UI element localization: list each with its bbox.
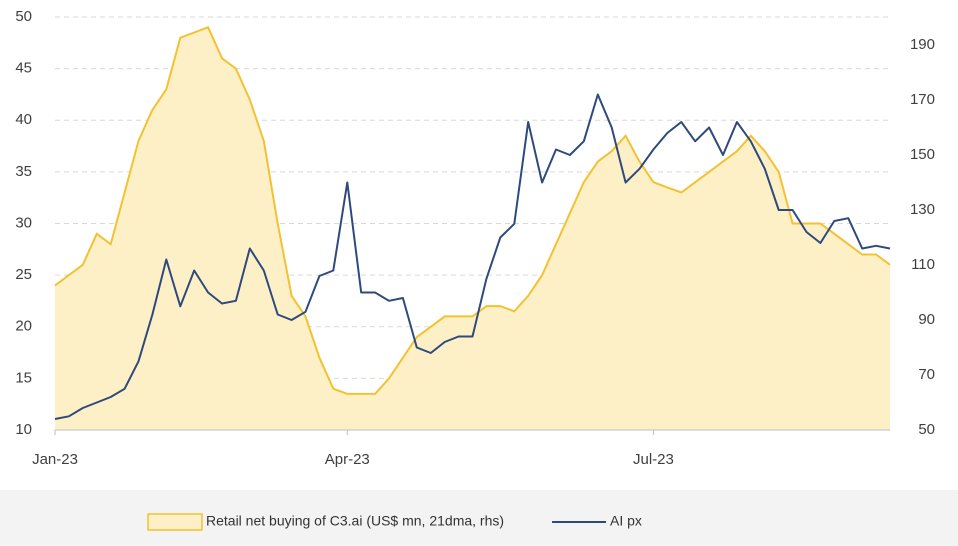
legend-label: Retail net buying of C3.ai (US$ mn, 21dm… bbox=[206, 513, 504, 529]
y2-tick-label: 50 bbox=[918, 421, 935, 438]
y-tick-label: 50 bbox=[15, 8, 32, 25]
y2-tick-label: 150 bbox=[910, 146, 935, 163]
y-tick-label: 15 bbox=[15, 369, 32, 386]
y-tick-label: 40 bbox=[15, 111, 32, 128]
legend-swatch bbox=[147, 513, 203, 531]
y-tick-label: 45 bbox=[15, 60, 32, 77]
y2-tick-label: 170 bbox=[910, 91, 935, 108]
y-tick-label: 25 bbox=[15, 266, 32, 283]
y2-tick-label: 190 bbox=[910, 36, 935, 53]
x-tick-label: Jul-23 bbox=[633, 451, 674, 468]
y-tick-label: 10 bbox=[15, 421, 32, 438]
x-tick-label: Apr-23 bbox=[325, 451, 370, 468]
area bbox=[55, 27, 890, 431]
y2-tick-label: 70 bbox=[918, 366, 935, 383]
y-tick-label: 30 bbox=[15, 214, 32, 231]
x-tick-label: Jan-23 bbox=[32, 451, 78, 468]
y2-tick-label: 130 bbox=[910, 201, 935, 218]
line bbox=[54, 93, 891, 420]
y2-tick-label: 110 bbox=[911, 256, 935, 273]
y2-tick-label: 90 bbox=[918, 311, 935, 328]
y-tick-label: 20 bbox=[15, 318, 32, 335]
area-edge bbox=[54, 26, 891, 395]
legend-label: AI px bbox=[610, 513, 642, 529]
y-tick-label: 35 bbox=[15, 163, 32, 180]
